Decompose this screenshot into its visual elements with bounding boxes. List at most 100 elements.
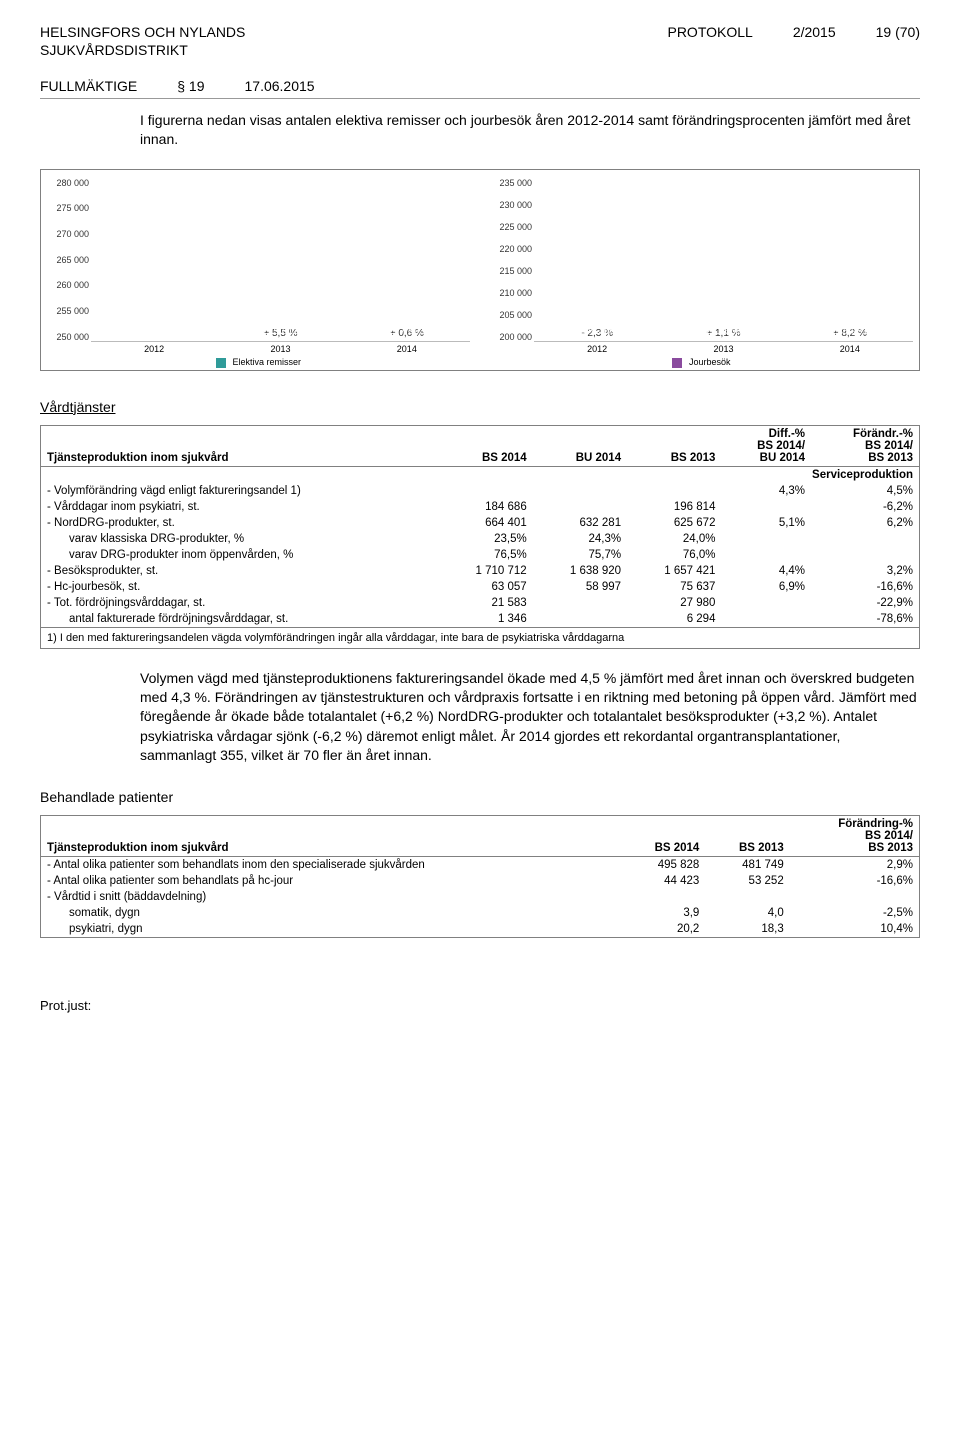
table1-footnote: 1) I den med faktureringsandelen vägda v…: [40, 628, 920, 649]
table-row: - Antal olika patienter som behandlats p…: [41, 873, 920, 889]
cell: 20,2: [621, 921, 705, 938]
table-row: - Vårdtid i snitt (bäddavdelning): [41, 889, 920, 905]
table-row: - Antal olika patienter som behandlats i…: [41, 857, 920, 874]
cell: [721, 595, 811, 611]
meeting-paragraph: § 19: [177, 78, 204, 94]
row-label: - Antal olika patienter som behandlats p…: [41, 873, 621, 889]
row-label: - Besöksprodukter, st.: [41, 563, 439, 579]
th-bs2014: BS 2014: [438, 425, 532, 466]
y-tick: 205 000: [488, 310, 532, 320]
row-label: varav DRG-produkter inom öppenvården, %: [41, 547, 439, 563]
cell: 18,3: [705, 921, 789, 938]
table-row: - Besöksprodukter, st.1 710 7121 638 920…: [41, 563, 920, 579]
cell: [721, 611, 811, 628]
x-tick: 2012: [144, 344, 164, 354]
cell: [705, 889, 789, 905]
bar-value-label: 261 390: [119, 326, 189, 337]
cell: 3,9: [621, 905, 705, 921]
cell: 481 749: [705, 857, 789, 874]
x-axis-right: 2012 2013 2014: [534, 344, 913, 354]
row-label: - Tot. fördröjningsvårddagar, st.: [41, 595, 439, 611]
cell: -22,9%: [811, 595, 919, 611]
row-label: - Antal olika patienter som behandlats i…: [41, 857, 621, 874]
cell: 4,4%: [721, 563, 811, 579]
cell: [811, 547, 919, 563]
legend-label-left: Elektiva remisser: [233, 357, 302, 367]
bar-group: + 8,2 %228 981: [815, 328, 885, 341]
table-row: - Vårddagar inom psykiatri, st.184 68619…: [41, 499, 920, 515]
cell: 21 583: [438, 595, 532, 611]
cell: 75,7%: [533, 547, 627, 563]
th-diff: Diff.-% BS 2014/ BU 2014: [721, 425, 811, 466]
cell: 1 710 712: [438, 563, 532, 579]
cell: 1 657 421: [627, 563, 721, 579]
table-row: - Volymförändring vägd enligt fakturerin…: [41, 483, 920, 499]
footer-protjust: Prot.just:: [40, 998, 920, 1013]
y-tick: 255 000: [45, 306, 89, 316]
y-tick: 210 000: [488, 288, 532, 298]
cell: 53 252: [705, 873, 789, 889]
org-name-line2: SJUKVÅRDSDISTRIKT: [40, 42, 920, 58]
cell: [438, 483, 532, 499]
subhead-serviceproduktion: Serviceproduktion: [41, 466, 920, 483]
bar-group: + 0,6 %277 593: [372, 328, 442, 341]
th-bs2013: BS 2013: [627, 425, 721, 466]
cell: 5,1%: [721, 515, 811, 531]
x-tick: 2014: [840, 344, 860, 354]
cell: 76,5%: [438, 547, 532, 563]
chart-emergency-visits: 235 000230 000225 000220 000215 000210 0…: [484, 170, 919, 370]
y-tick: 220 000: [488, 244, 532, 254]
org-name-line1: HELSINGFORS OCH NYLANDS: [40, 24, 245, 40]
cell: [721, 499, 811, 515]
cell: 6,2%: [811, 515, 919, 531]
cell: [721, 547, 811, 563]
cell: 184 686: [438, 499, 532, 515]
row-label: - Vårdtid i snitt (bäddavdelning): [41, 889, 621, 905]
cell: -78,6%: [811, 611, 919, 628]
row-label: varav klassiska DRG-produkter, %: [41, 531, 439, 547]
chart-legend-right: Jourbesök: [484, 357, 919, 368]
cell: -6,2%: [811, 499, 919, 515]
y-tick: 270 000: [45, 229, 89, 239]
row-label: somatik, dygn: [41, 905, 621, 921]
cell: 10,4%: [790, 921, 920, 938]
cell: 58 997: [533, 579, 627, 595]
table-row: - NordDRG-produkter, st.664 401632 28162…: [41, 515, 920, 531]
y-tick: 230 000: [488, 200, 532, 210]
bar-group: + 5,5 %275 812: [245, 328, 315, 341]
cell: 4,5%: [811, 483, 919, 499]
page-number: 19 (70): [876, 24, 920, 40]
table-row: somatik, dygn3,94,0-2,5%: [41, 905, 920, 921]
th-change: Förändr.-% BS 2014/ BS 2013: [811, 425, 919, 466]
cell: 75 637: [627, 579, 721, 595]
meeting-body: FULLMÄKTIGE: [40, 78, 137, 94]
cell: [621, 889, 705, 905]
cell: 24,0%: [627, 531, 721, 547]
cell: 664 401: [438, 515, 532, 531]
cell: [533, 595, 627, 611]
cell: 495 828: [621, 857, 705, 874]
doc-number: 2/2015: [793, 24, 836, 40]
cell: 2,9%: [790, 857, 920, 874]
th-bu2014: BU 2014: [533, 425, 627, 466]
th2-label: Tjänsteproduktion inom sjukvård: [41, 816, 621, 857]
bar-value-label: 277 593: [372, 326, 442, 337]
bar-value-label: 275 812: [245, 326, 315, 337]
x-tick: 2012: [587, 344, 607, 354]
y-axis-left: 280 000275 000270 000265 000260 000255 0…: [45, 178, 89, 342]
cell: [533, 611, 627, 628]
row-label: - Hc-jourbesök, st.: [41, 579, 439, 595]
cell: 44 423: [621, 873, 705, 889]
bar-value-label: 209 360: [562, 326, 632, 337]
cell: 6,9%: [721, 579, 811, 595]
cell: -16,6%: [790, 873, 920, 889]
x-tick: 2013: [713, 344, 733, 354]
plot-area-right: - 2,3 %209 360+ 1,1 %211 668+ 8,2 %228 9…: [534, 178, 913, 342]
x-axis-left: 201220132014: [91, 344, 470, 354]
meeting-row: FULLMÄKTIGE § 19 17.06.2015: [40, 78, 920, 99]
x-tick: 2013: [270, 344, 290, 354]
cell: 76,0%: [627, 547, 721, 563]
cell: 24,3%: [533, 531, 627, 547]
y-axis-right: 235 000230 000225 000220 000215 000210 0…: [488, 178, 532, 342]
table-row: varav DRG-produkter inom öppenvården, %7…: [41, 547, 920, 563]
